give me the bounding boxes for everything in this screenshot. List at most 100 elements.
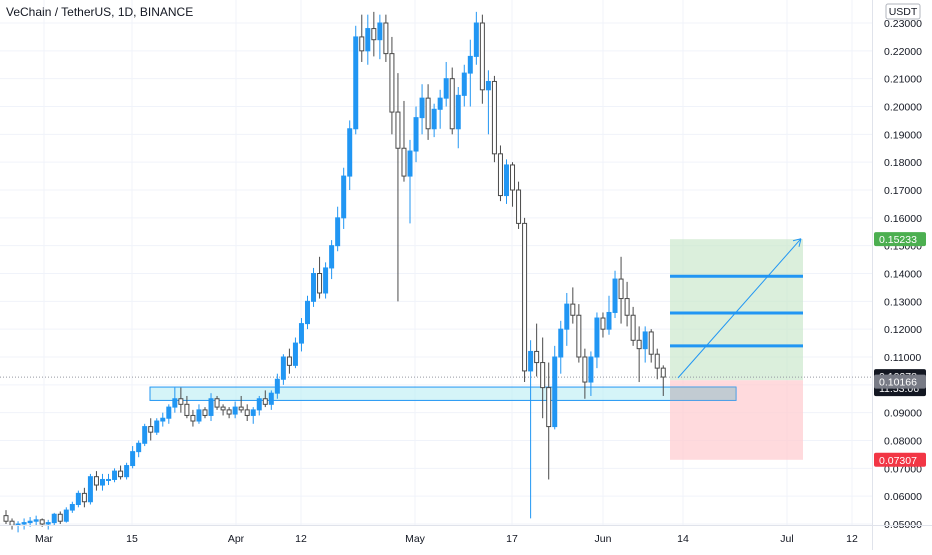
candle-body — [196, 409, 202, 422]
candle-body — [449, 78, 455, 130]
price-tick-label: 0.20000 — [884, 102, 922, 114]
candle-body — [413, 117, 419, 152]
candle-body — [485, 80, 491, 91]
candle-body — [75, 492, 81, 506]
candle-body — [311, 273, 317, 302]
target-zone[interactable] — [670, 239, 803, 381]
price-tick-label: 0.08000 — [884, 436, 922, 448]
candle-layer — [3, 11, 666, 533]
candle-body — [594, 317, 600, 358]
candle-body — [407, 150, 413, 177]
candle-body — [642, 331, 648, 350]
candle-body — [99, 478, 105, 486]
price-tick-label: 0.12000 — [884, 324, 922, 336]
candle-body — [232, 406, 238, 415]
price-tick-label: 0.13000 — [884, 296, 922, 308]
time-tick-label: May — [405, 533, 426, 545]
candle-body — [57, 513, 63, 522]
candle-body — [618, 278, 624, 300]
candle-body — [479, 22, 485, 91]
candle-body — [136, 442, 142, 453]
candle-body — [534, 350, 540, 364]
candle-body — [497, 153, 503, 197]
candle-body — [455, 94, 461, 130]
candle-body — [124, 465, 130, 478]
candle-body — [564, 303, 570, 330]
candle-body — [298, 323, 304, 344]
candle-body — [624, 298, 630, 316]
candle-body — [522, 222, 528, 372]
stop-price-tag-box — [874, 452, 926, 467]
candle-body — [220, 406, 226, 411]
support-zone[interactable] — [149, 386, 737, 401]
target-arrow[interactable] — [677, 238, 802, 379]
candle-body — [636, 339, 642, 350]
stop-price-tag: 0.07307 — [879, 455, 917, 467]
position-drawing[interactable] — [0, 239, 872, 460]
candle-body — [503, 164, 509, 197]
candle-body — [238, 406, 244, 411]
time-tick-label: 15 — [126, 533, 138, 545]
drawing-overlay[interactable] — [670, 238, 803, 401]
candle-body — [401, 147, 407, 177]
candle-body — [365, 28, 371, 52]
price-tick-label: 0.19000 — [884, 129, 922, 141]
currency-label-box — [885, 3, 921, 20]
time-tick-label: Mar — [35, 533, 54, 545]
candle-body — [280, 356, 286, 380]
target-price-tag: 0.15233 — [879, 234, 917, 246]
candle-body — [184, 403, 190, 416]
candle-body — [262, 398, 268, 405]
candle-body — [582, 356, 588, 383]
time-tick-label: Jul — [780, 533, 793, 545]
target-price-tag-box — [874, 232, 926, 247]
entry-price-tag: 0.10166 — [879, 377, 917, 389]
candle-body — [600, 317, 606, 330]
price-tick-label: 0.21000 — [884, 74, 922, 86]
candle-body — [63, 509, 69, 522]
entry-price-tag-box — [874, 374, 926, 389]
candle-body — [395, 111, 401, 149]
candle-body — [570, 303, 576, 316]
candle-body — [286, 356, 292, 366]
candle-body — [39, 519, 45, 525]
price-tick-label: 0.22000 — [884, 46, 922, 58]
price-tick-label: 0.06000 — [884, 491, 922, 503]
candle-body — [93, 476, 99, 486]
candle-body — [383, 22, 389, 55]
candle-body — [353, 36, 359, 130]
candle-body — [528, 350, 534, 372]
candle-body — [606, 311, 612, 330]
candle-body — [244, 409, 250, 416]
candle-body — [329, 245, 335, 269]
candle-body — [443, 78, 449, 99]
candle-body — [371, 28, 377, 41]
candle-body — [45, 522, 51, 525]
time-tick-label: 17 — [506, 533, 518, 545]
candle-body — [202, 409, 208, 416]
candle-body — [341, 175, 347, 219]
candle-body — [148, 426, 154, 433]
candle-body — [359, 36, 365, 52]
time-tick-label: Apr — [228, 533, 245, 545]
candle-body — [473, 22, 479, 57]
candle-body — [546, 387, 552, 428]
candle-body — [540, 362, 546, 389]
candle-body — [317, 273, 323, 294]
chart-title: VeChain / TetherUS, 1D, BINANCE — [6, 5, 194, 19]
candle-body — [166, 406, 172, 419]
candle-body — [274, 378, 280, 394]
candle-body — [389, 53, 395, 113]
time-tick-label: 12 — [295, 533, 307, 545]
candle-body — [142, 426, 148, 444]
candle-body — [552, 356, 558, 428]
price-tick-label: 0.14000 — [884, 269, 922, 281]
candle-body — [3, 515, 9, 522]
entry-zone[interactable] — [670, 387, 736, 401]
candle-body — [425, 97, 431, 130]
candle-body — [118, 470, 124, 478]
candle-body — [335, 217, 341, 247]
